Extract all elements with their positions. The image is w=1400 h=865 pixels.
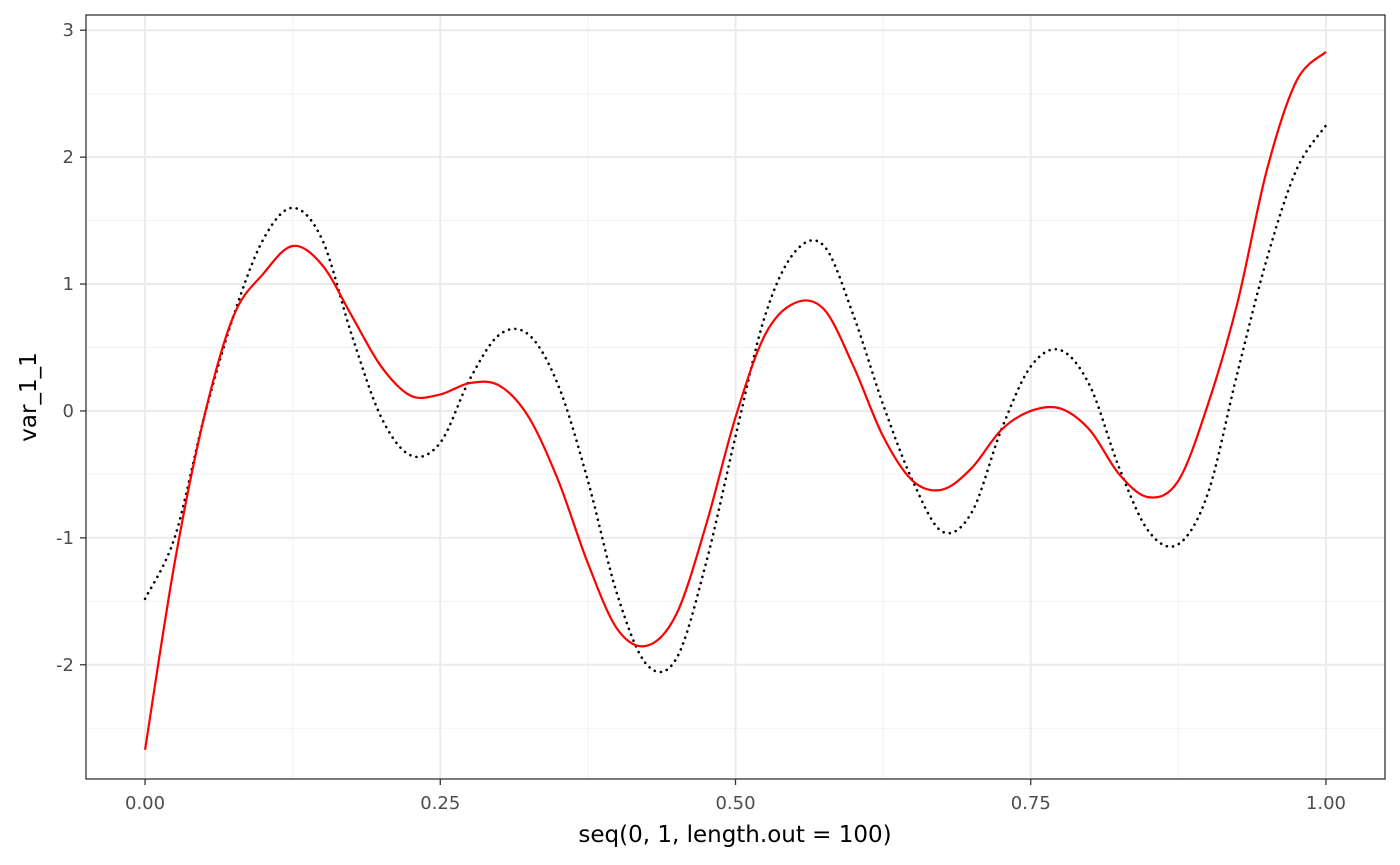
major-gridlines [86, 15, 1385, 779]
x-tick-label: 0.50 [715, 793, 755, 814]
y-tick-label: 2 [63, 147, 74, 168]
y-tick-label: -2 [56, 655, 74, 676]
y-tick-label: -1 [56, 528, 74, 549]
dotted-series-line [143, 124, 1328, 674]
x-tick-label: 0.25 [420, 793, 460, 814]
solid-series-line [143, 50, 1327, 750]
y-tick-label: 1 [63, 274, 74, 295]
y-axis: -2 -1 0 1 2 3 [56, 20, 86, 676]
series-layer [143, 50, 1328, 750]
y-tick-label: 0 [63, 401, 74, 422]
x-tick-label: 0.00 [125, 793, 165, 814]
x-tick-label: 1.00 [1306, 793, 1346, 814]
x-axis: 0.00 0.25 0.50 0.75 1.00 [125, 779, 1346, 814]
y-axis-title: var_1_1 [16, 352, 42, 441]
y-tick-label: 3 [63, 20, 74, 41]
x-tick-label: 0.75 [1011, 793, 1051, 814]
x-axis-title: seq(0, 1, length.out = 100) [578, 822, 891, 848]
